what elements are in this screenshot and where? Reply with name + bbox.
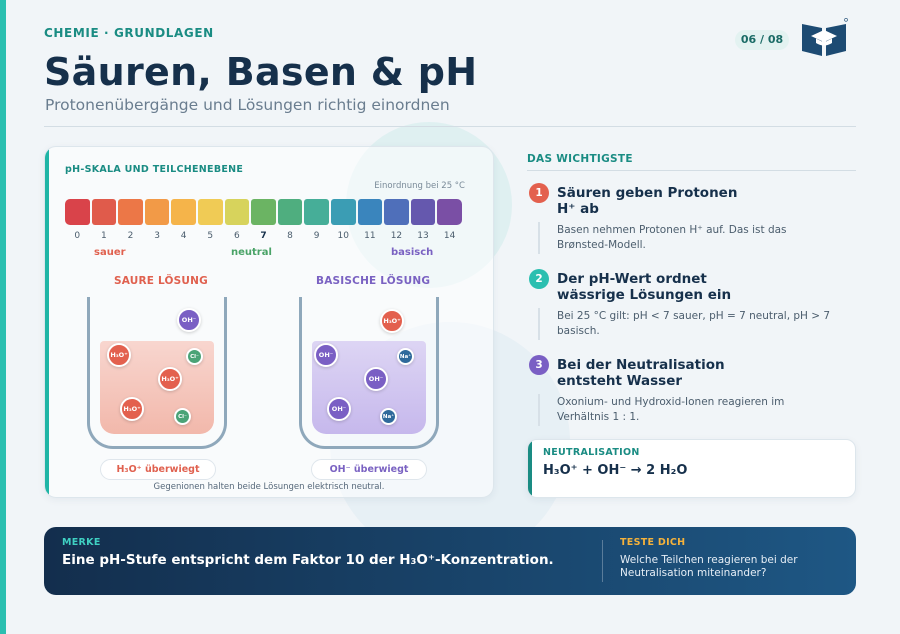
book-graduation-cap-icon	[800, 17, 848, 58]
ph-number: 8	[287, 231, 293, 241]
ph-label-neutral: neutral	[231, 247, 272, 258]
ph-label-base: basisch	[391, 247, 434, 258]
ph-cell	[171, 199, 196, 225]
point-rule	[538, 308, 540, 340]
ph-number: 4	[180, 231, 187, 241]
panel-note: Einordnung bei 25 °C	[374, 181, 465, 191]
ph-number: 12	[390, 231, 403, 241]
ph-number: 10	[337, 231, 349, 241]
summary-banner: MERKE Eine pH-Stufe entspricht dem Fakto…	[44, 527, 856, 595]
na-ion: Na⁺	[397, 348, 414, 365]
merke-label: MERKE	[62, 537, 101, 548]
header-divider	[44, 126, 856, 127]
ph-scale-numbers: 0 1 2 3 4 5 6 7 8 9 10 11 12 13 14	[65, 231, 462, 241]
acid-dominance-pill: H₃O⁺ überwiegt	[100, 459, 216, 480]
ph-number: 11	[364, 231, 376, 241]
ph-cell	[304, 199, 329, 225]
ph-cell	[65, 199, 90, 225]
ph-cell	[277, 199, 303, 225]
point-number-badge: 2	[529, 269, 549, 289]
oh-ion: OH⁻	[314, 343, 338, 367]
banner-divider	[602, 540, 603, 582]
ph-number: 7	[260, 231, 267, 241]
ph-cell	[410, 199, 436, 225]
point-title: Bei der Neutralisation entsteht Wasser	[557, 357, 725, 389]
point-text: Oxonium- und Hydroxid-Ionen reagieren im…	[557, 396, 785, 423]
ph-number: 5	[207, 231, 214, 241]
ph-cell	[91, 199, 117, 225]
point-number-badge: 3	[529, 355, 549, 375]
page-title: Säuren, Basen & pH	[44, 50, 478, 94]
point-rule	[538, 222, 540, 254]
base-beaker: H₃O⁺ OH⁻ Na⁺ OH⁻ OH⁻ Na⁺	[299, 297, 439, 449]
oh-ion: OH⁻	[177, 308, 201, 332]
h3o-ion: H₃O⁺	[120, 397, 144, 421]
ph-scale	[65, 199, 462, 225]
ph-cell	[118, 199, 143, 225]
ph-cell	[224, 199, 250, 225]
base-dominance-pill: OH⁻ überwiegt	[311, 459, 427, 480]
key-points-heading: DAS WICHTIGSTE	[527, 153, 633, 165]
cl-ion: Cl⁻	[174, 408, 191, 425]
ph-number: 14	[443, 231, 456, 241]
neutralisation-equation: H₃O⁺ + OH⁻ → 2 H₂O	[543, 463, 688, 478]
acid-solution-title: SAURE LÖSUNG	[114, 275, 208, 287]
ph-cell	[251, 199, 276, 225]
page-indicator: 06 / 08	[735, 30, 789, 50]
na-ion: Na⁺	[380, 408, 397, 425]
neutralisation-accent	[528, 440, 532, 497]
merke-text: Eine pH-Stufe entspricht dem Faktor 10 d…	[62, 552, 554, 568]
panel-footnote: Gegenionen halten beide Lösungen elektri…	[153, 482, 385, 492]
h3o-ion: H₃O⁺	[380, 309, 404, 333]
page-subtitle: Protonenübergänge und Lösungen richtig e…	[45, 96, 450, 114]
ph-cell	[144, 199, 170, 225]
ph-number: 9	[313, 231, 320, 241]
ph-cell	[197, 199, 223, 225]
ph-panel: pH-SKALA UND TEILCHENEBENE Einordnung be…	[44, 146, 494, 498]
point-text: Bei 25 °C gilt: pH < 7 sauer, pH = 7 neu…	[557, 310, 831, 337]
ph-number: 1	[101, 231, 107, 241]
cl-ion: Cl⁻	[186, 348, 203, 365]
point-rule	[538, 394, 540, 426]
ph-number: 3	[154, 231, 160, 241]
point-title: Der pH-Wert ordnet wässrige Lösungen ein	[557, 271, 732, 303]
ph-number: 6	[233, 231, 240, 241]
h3o-ion: H₃O⁺	[158, 367, 182, 391]
base-solution-title: BASISCHE LÖSUNG	[316, 275, 431, 287]
panel-accent	[45, 147, 49, 497]
panel-title: pH-SKALA UND TEILCHENEBENE	[65, 164, 244, 175]
point-text: Basen nehmen Protonen H⁺ auf. Das ist da…	[557, 224, 787, 251]
h3o-ion: H₃O⁺	[107, 343, 131, 367]
eyebrow-label: CHEMIE · GRUNDLAGEN	[44, 26, 214, 40]
ph-cell	[357, 199, 383, 225]
ph-number: 0	[74, 231, 81, 241]
acid-beaker: OH⁻ H₃O⁺ Cl⁻ H₃O⁺ H₃O⁺ Cl⁻	[87, 297, 227, 449]
left-accent-bar	[0, 0, 6, 634]
ph-label-acid: sauer	[94, 247, 126, 258]
ph-number: 2	[127, 231, 134, 241]
key-points-divider	[527, 170, 856, 171]
test-question: Welche Teilchen reagieren bei der Neutra…	[620, 554, 798, 579]
point-title: Säuren geben Protonen H⁺ ab	[557, 185, 738, 217]
ph-cell	[330, 199, 356, 225]
ph-cell	[437, 199, 462, 225]
oh-ion: OH⁻	[364, 367, 388, 391]
ph-cell	[384, 199, 409, 225]
ph-number: 13	[417, 231, 429, 241]
test-label: TESTE DICH	[620, 537, 686, 548]
neutralisation-label: NEUTRALISATION	[543, 447, 640, 458]
point-number-badge: 1	[529, 183, 549, 203]
oh-ion: OH⁻	[327, 397, 351, 421]
neutralisation-box: NEUTRALISATION H₃O⁺ + OH⁻ → 2 H₂O	[527, 439, 856, 498]
